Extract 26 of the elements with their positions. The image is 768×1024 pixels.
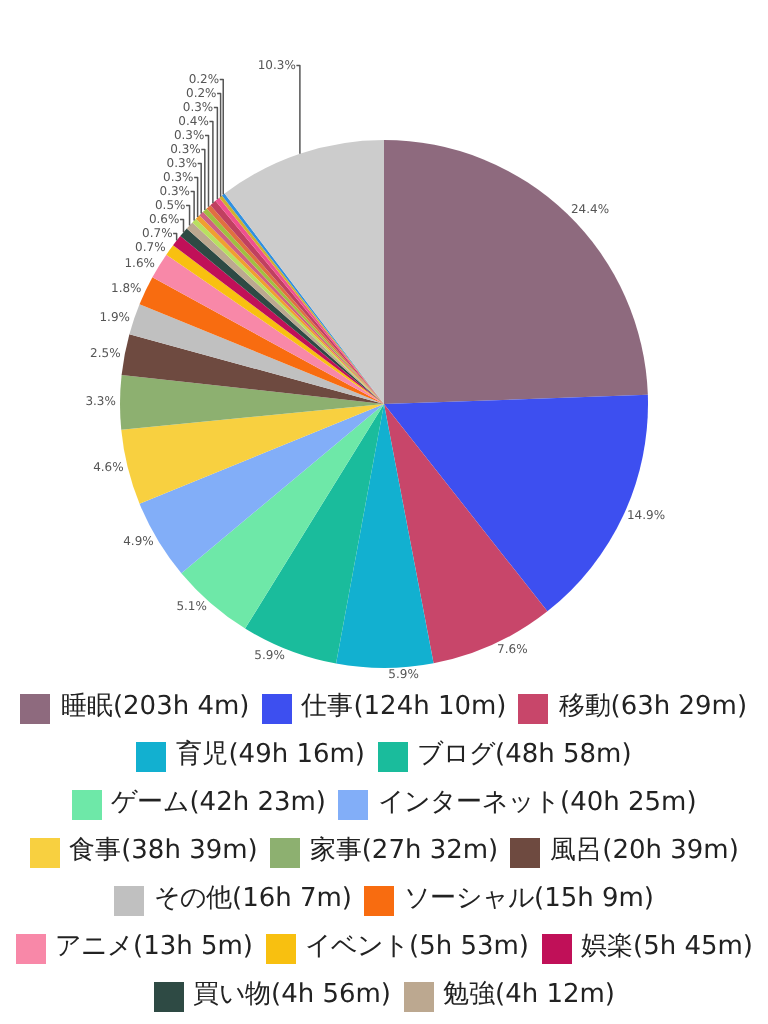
legend-label: アニメ(13h 5m) xyxy=(55,930,253,966)
pie-slice xyxy=(384,404,548,664)
pie-slice xyxy=(121,404,384,504)
pie-slice xyxy=(121,334,384,404)
pie-slice xyxy=(384,140,648,404)
legend-label: その他(16h 7m) xyxy=(154,882,352,918)
legend-label: 勉強(4h 12m) xyxy=(443,978,615,1014)
legend-label: 娯楽(5h 45m) xyxy=(581,930,753,966)
pie-slice xyxy=(181,404,384,629)
legend-label: 買い物(4h 56m) xyxy=(193,978,391,1014)
legend-label: 食事(38h 39m) xyxy=(69,834,258,870)
legend-label: ソーシャル(15h 9m) xyxy=(404,882,654,918)
legend-label: ブログ(48h 58m) xyxy=(417,738,632,774)
legend-label: ゲーム(42h 23m) xyxy=(111,786,326,822)
legend-label: 育児(49h 16m) xyxy=(176,737,365,774)
legend-label: 睡眠(203h 4m) xyxy=(60,690,250,726)
pie-slice xyxy=(245,404,384,664)
legend-label: 風呂(20h 39m) xyxy=(550,834,739,870)
legend-label: インターネット(40h 25m) xyxy=(378,786,697,822)
legend-label: イベント(5h 53m) xyxy=(305,930,529,966)
pie-slice xyxy=(120,374,384,430)
legend-label: 移動(63h 29m) xyxy=(558,690,748,726)
legend-label: 仕事(124h 10m) xyxy=(301,690,507,726)
pie-slice xyxy=(139,277,384,404)
legend-label: 家事(27h 32m) xyxy=(309,834,499,870)
pie-slice xyxy=(336,404,434,668)
